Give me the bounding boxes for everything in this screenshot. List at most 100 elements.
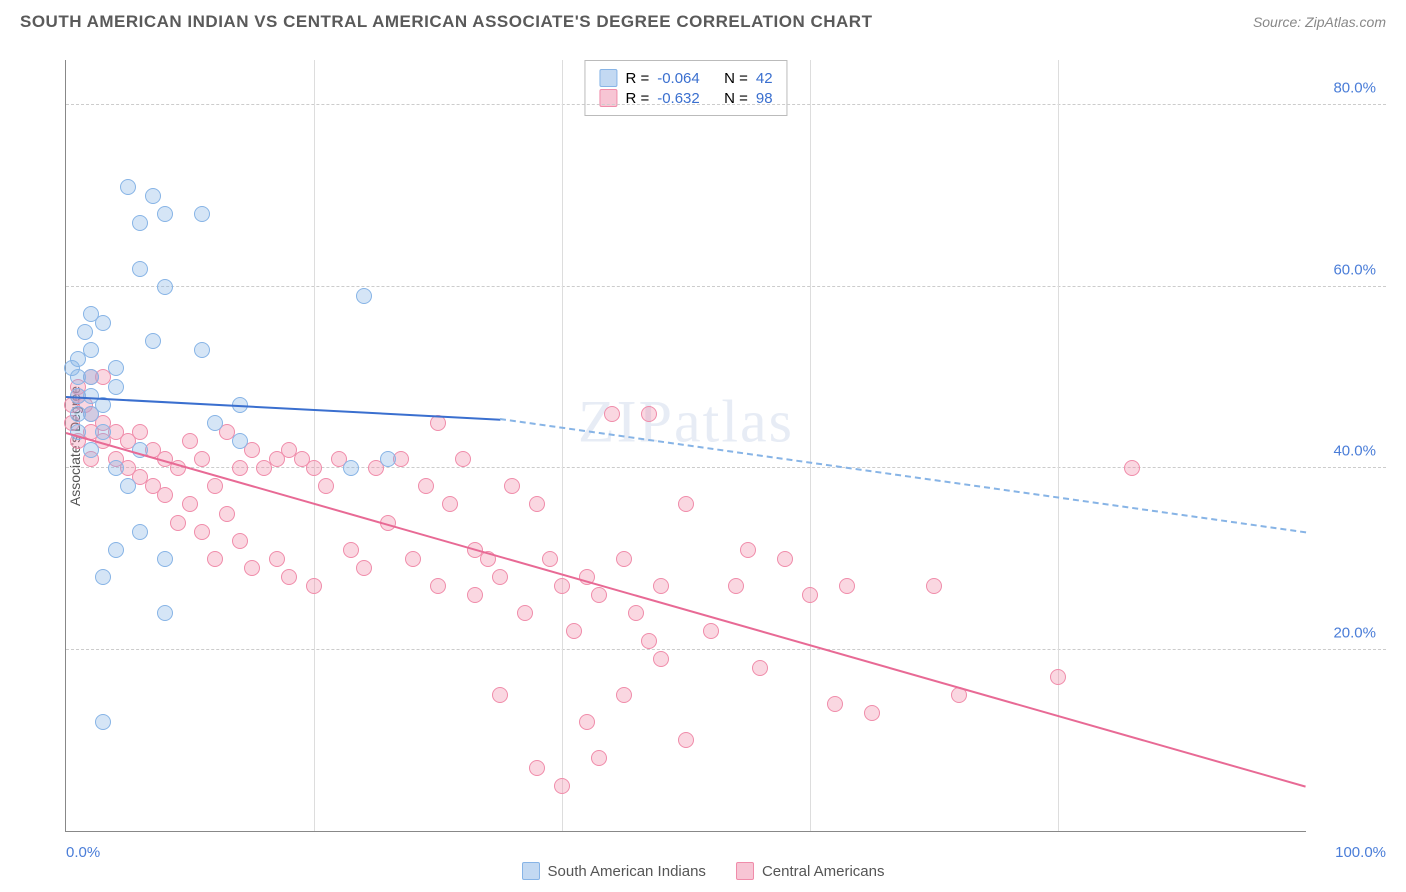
trendline — [66, 396, 500, 421]
plot-area: ZIPatlas R = -0.064 N = 42 R = -0.632 N … — [65, 60, 1306, 832]
data-point — [83, 306, 99, 322]
data-point — [83, 406, 99, 422]
legend: South American Indians Central Americans — [0, 862, 1406, 880]
data-point — [554, 578, 570, 594]
data-point — [95, 569, 111, 585]
data-point — [232, 433, 248, 449]
trendline — [500, 418, 1306, 533]
data-point — [467, 587, 483, 603]
data-point — [108, 360, 124, 376]
data-point — [839, 578, 855, 594]
data-point — [145, 188, 161, 204]
data-point — [343, 460, 359, 476]
data-point — [529, 760, 545, 776]
data-point — [678, 732, 694, 748]
data-point — [157, 206, 173, 222]
data-point — [678, 496, 694, 512]
data-point — [641, 406, 657, 422]
data-point — [145, 333, 161, 349]
data-point — [380, 451, 396, 467]
data-point — [132, 524, 148, 540]
gridline-horizontal — [66, 104, 1386, 105]
data-point — [566, 623, 582, 639]
data-point — [83, 442, 99, 458]
data-point — [418, 478, 434, 494]
data-point — [492, 569, 508, 585]
gridline-vertical — [810, 60, 811, 831]
data-point — [318, 478, 334, 494]
data-point — [430, 578, 446, 594]
swatch-icon — [599, 69, 617, 87]
data-point — [182, 433, 198, 449]
data-point — [703, 623, 719, 639]
data-point — [83, 369, 99, 385]
data-point — [529, 496, 545, 512]
data-point — [157, 279, 173, 295]
data-point — [108, 460, 124, 476]
gridline-vertical — [562, 60, 563, 831]
data-point — [83, 388, 99, 404]
data-point — [517, 605, 533, 621]
data-point — [83, 342, 99, 358]
data-point — [108, 379, 124, 395]
gridline-horizontal — [66, 649, 1386, 650]
y-tick-label: 20.0% — [1333, 624, 1376, 641]
legend-item-series-b: Central Americans — [736, 862, 885, 880]
data-point — [554, 778, 570, 794]
data-point — [591, 587, 607, 603]
data-point — [442, 496, 458, 512]
data-point — [157, 487, 173, 503]
stats-row-series-a: R = -0.064 N = 42 — [599, 69, 772, 87]
data-point — [405, 551, 421, 567]
gridline-vertical — [314, 60, 315, 831]
x-tick-label: 0.0% — [66, 844, 100, 861]
y-tick-label: 40.0% — [1333, 443, 1376, 460]
legend-item-series-a: South American Indians — [522, 862, 706, 880]
data-point — [269, 551, 285, 567]
data-point — [95, 424, 111, 440]
data-point — [343, 542, 359, 558]
data-point — [281, 569, 297, 585]
data-point — [232, 533, 248, 549]
data-point — [752, 660, 768, 676]
data-point — [132, 215, 148, 231]
data-point — [504, 478, 520, 494]
data-point — [120, 179, 136, 195]
x-tick-label: 100.0% — [1335, 844, 1386, 861]
correlation-stats-box: R = -0.064 N = 42 R = -0.632 N = 98 — [584, 60, 787, 116]
data-point — [616, 551, 632, 567]
swatch-icon — [522, 862, 540, 880]
data-point — [108, 542, 124, 558]
data-point — [194, 524, 210, 540]
data-point — [232, 460, 248, 476]
y-tick-label: 80.0% — [1333, 80, 1376, 97]
data-point — [777, 551, 793, 567]
data-point — [207, 478, 223, 494]
data-point — [306, 578, 322, 594]
data-point — [628, 605, 644, 621]
data-point — [207, 415, 223, 431]
data-point — [455, 451, 471, 467]
data-point — [740, 542, 756, 558]
y-tick-label: 60.0% — [1333, 261, 1376, 278]
data-point — [356, 288, 372, 304]
data-point — [827, 696, 843, 712]
data-point — [926, 578, 942, 594]
data-point — [194, 342, 210, 358]
data-point — [132, 261, 148, 277]
data-point — [306, 460, 322, 476]
chart-container: Associate's Degree ZIPatlas R = -0.064 N… — [20, 50, 1386, 842]
data-point — [219, 506, 235, 522]
data-point — [356, 560, 372, 576]
data-point — [1124, 460, 1140, 476]
watermark-text: ZIPatlas — [578, 388, 794, 457]
data-point — [1050, 669, 1066, 685]
data-point — [653, 651, 669, 667]
chart-title: SOUTH AMERICAN INDIAN VS CENTRAL AMERICA… — [20, 12, 872, 32]
data-point — [579, 714, 595, 730]
data-point — [132, 424, 148, 440]
data-point — [802, 587, 818, 603]
data-point — [542, 551, 558, 567]
data-point — [182, 496, 198, 512]
data-point — [492, 687, 508, 703]
